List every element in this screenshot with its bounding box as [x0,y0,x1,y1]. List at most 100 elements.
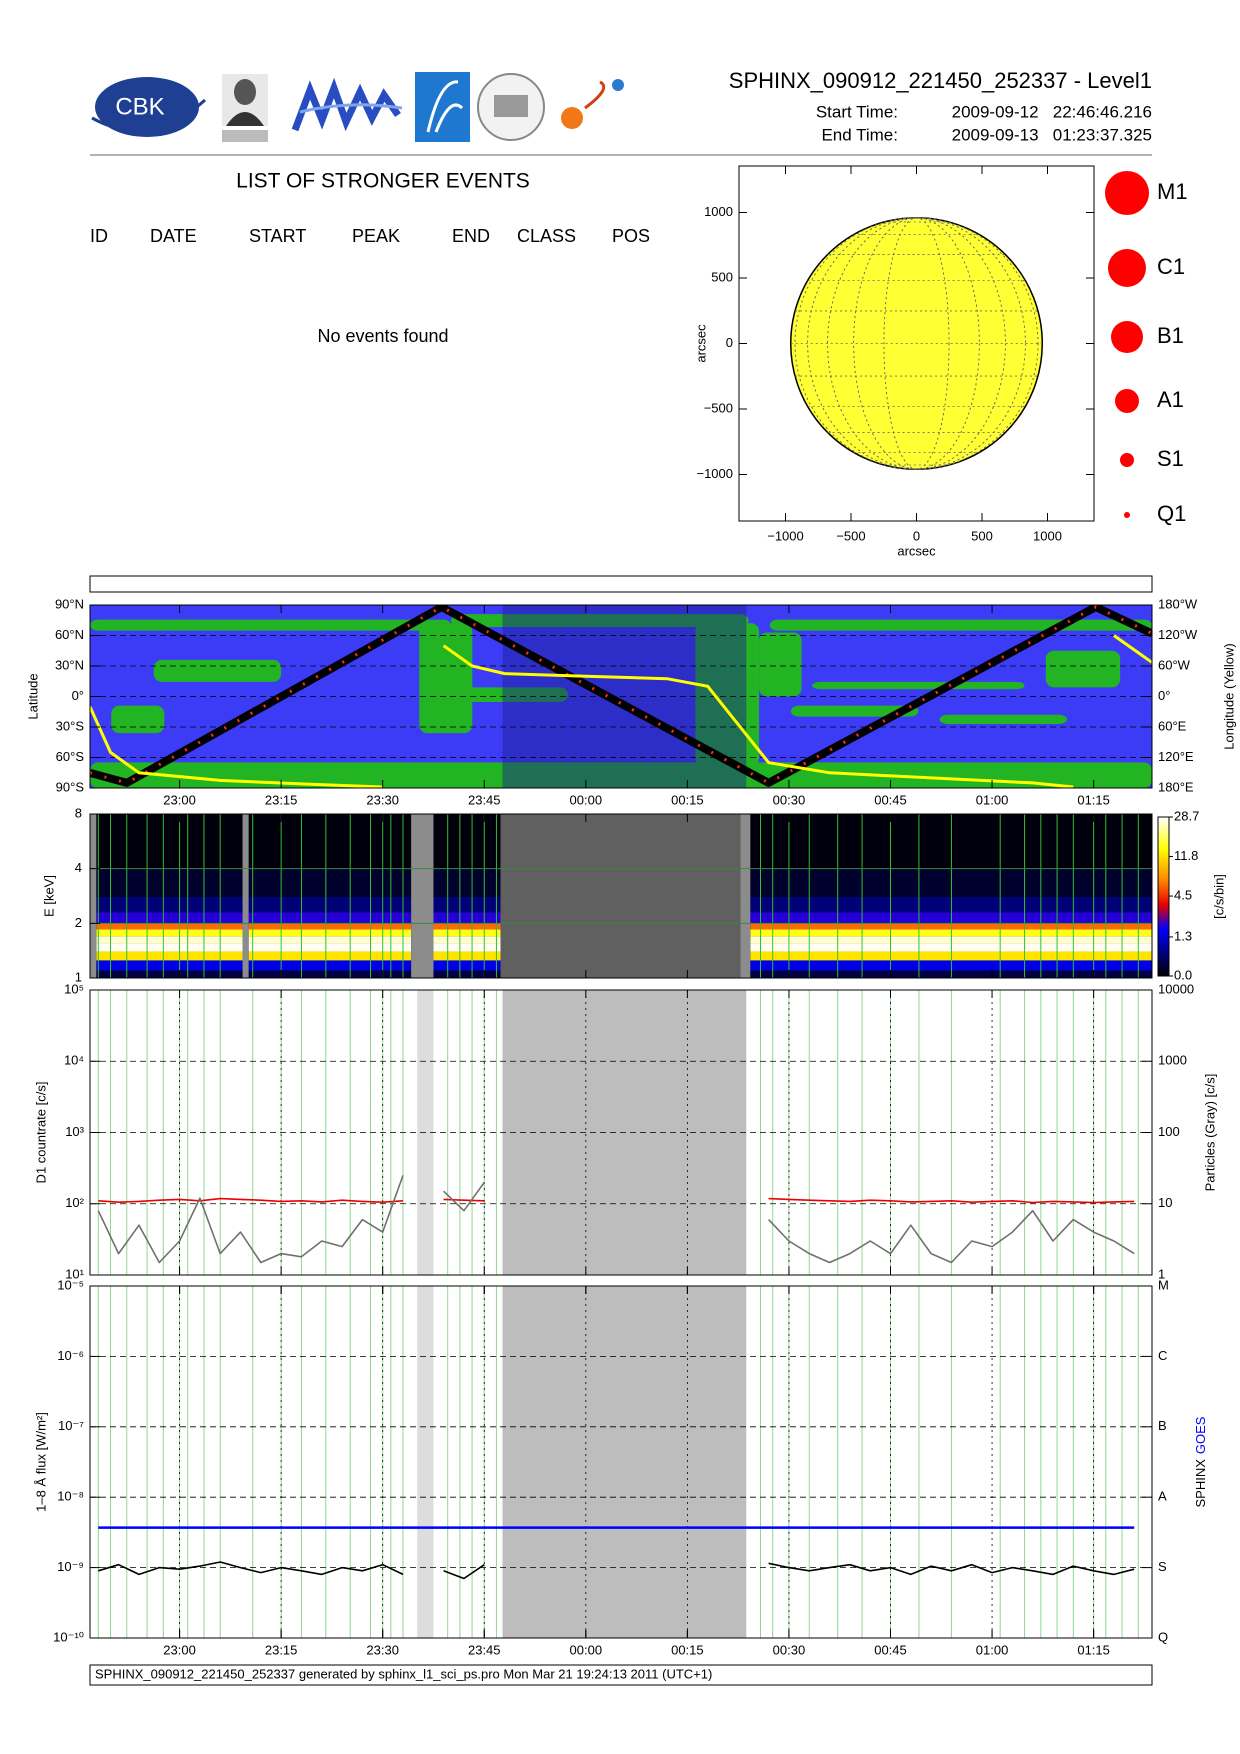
y-tick-label: 60°S [56,749,85,764]
legend-label: SPHINX [1193,1459,1208,1508]
colorbar-cell [1158,946,1169,949]
spectrum-cell [248,970,412,978]
spectrum-cell [248,912,412,924]
particle-line [97,1175,1135,1264]
spectrum-cell [248,814,412,869]
spectrum-cell [433,923,501,930]
land-mass [812,681,1025,690]
y-tick-label: 90°S [56,779,85,794]
series-line [98,1561,1135,1580]
colorbar-cell [1158,846,1169,850]
spectrum-cell [96,896,243,913]
y-tick-label: 10⁻⁸ [57,1489,84,1504]
land-mass [111,705,165,734]
colorbar-cell [1158,870,1169,874]
legend-marker [1108,249,1146,287]
y-axis-label: 1–8 Å flux [W/m²] [33,1412,48,1512]
land-mass [153,659,282,682]
colorbar-cell [1158,824,1169,828]
colorbar-cell [1158,876,1169,880]
y-tick-label: 10⁻⁷ [58,1418,84,1433]
legend-marker [1115,389,1139,413]
y-axis-label: Latitude [25,673,40,719]
colorbar-cell [1158,830,1169,834]
y-tick-label: 30°N [55,657,84,672]
y2-tick-label: C [1158,1348,1167,1363]
colorbar-cell [1158,872,1169,876]
x-tick-label: 01:00 [976,792,1009,807]
x-tick-label: 00:45 [874,792,907,807]
colorbar-cell [1158,836,1169,840]
x-tick-label: 23:15 [265,792,298,807]
legend-marker [1124,512,1130,518]
land-mass [419,623,473,734]
logo-mian-wave [299,103,403,114]
colorbar-cell [1158,900,1169,903]
colorbar-cell [1158,882,1169,886]
x-tick-label: 00:15 [671,792,704,807]
data-gap [740,814,751,978]
colorbar-cell [1158,838,1169,842]
colorbar-cell [1158,962,1169,965]
data-gap [242,814,249,978]
colorbar-cell [1158,886,1169,890]
colorbar-cell [1158,868,1169,872]
y-axis-label: D1 countrate [c/s] [33,1082,48,1184]
colorbar-cell [1158,906,1169,909]
colorbar-cell [1158,920,1169,923]
x-tick-label: 500 [971,528,993,543]
footer-text: SPHINX_090912_221450_252337 generated by… [95,1666,712,1681]
colorbar-cell [1158,934,1169,937]
events-column: CLASS [517,226,576,246]
y-tick-label: 90°N [55,596,84,611]
colorbar-cell [1158,890,1169,894]
logo-blue-mark [426,80,464,133]
spectrum-cell [248,923,412,930]
colorbar-cell [1158,966,1169,969]
colorbar-cell [1158,932,1169,935]
x-tick-label: 00:00 [570,792,603,807]
y2-axis-label: Particles (Gray) [c/s] [1202,1074,1217,1192]
colorbar-cell [1158,970,1169,973]
x-tick-label: 00:45 [874,1642,907,1657]
colorbar-cell [1158,952,1169,955]
spectrum-cell [248,951,412,961]
colorbar-cell [1158,972,1169,975]
y2-tick-label: M [1158,1277,1169,1292]
spectrum-cell [96,960,243,971]
start-label: Start Time: [816,102,898,121]
colorbar-cell [1158,948,1169,951]
colorbar-cell [1158,908,1169,911]
y-tick-label: 0 [726,335,733,350]
y2-tick-label: A [1158,1489,1167,1504]
land [90,614,1152,788]
colorbar-cell [1158,844,1169,848]
disk-grid [807,217,1026,470]
eclipse-shade [500,814,741,978]
legend-marker [1111,321,1143,353]
colorbar-cell [1158,842,1169,846]
colorbar-cell [1158,922,1169,925]
legend-label: C1 [1157,254,1185,279]
spectrum-cell [433,814,501,869]
colorbar-cell [1158,914,1169,917]
legend-label: M1 [1157,179,1188,204]
spectrum-cell [433,943,501,952]
logo-portrait-body [226,112,264,126]
y-tick-label: 30°S [56,718,85,733]
x-tick-label: 01:15 [1077,792,1110,807]
y-tick-label: 10⁻¹⁰ [53,1629,84,1644]
land-mass [939,714,1068,724]
x-tick-label: 0 [913,528,920,543]
y-tick-label: 10⁻⁶ [57,1348,84,1363]
spectrum-cell [96,923,243,930]
x-tick-label: 1000 [1033,528,1062,543]
plot-frame [89,1285,1153,1639]
spectrum-cell [96,814,243,869]
disk-grid [853,217,980,470]
y2-tick-label: 100 [1158,1124,1180,1139]
colorbar-cell [1158,820,1169,824]
spectrum-cell [96,929,243,937]
y2-tick-label: S [1158,1559,1167,1574]
colorbar-cell [1158,918,1169,921]
